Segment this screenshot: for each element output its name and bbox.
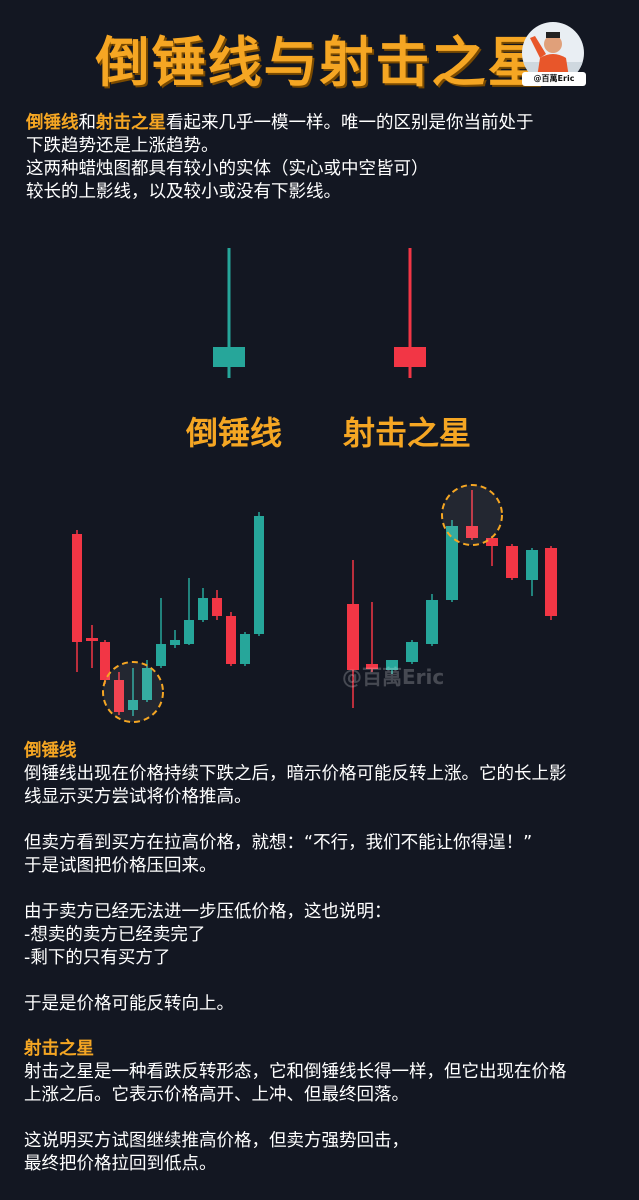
page-title: 倒锤线与射击之星 [95,31,544,94]
watermark: @百萬Eric [342,665,444,689]
label-inverted-hammer: 倒锤线 [186,414,283,452]
paragraph: 于是是价格可能反转向上。 [24,993,624,1016]
text-line: 射击之星是一种看跌反转形态，它和倒锤线长得一样，但它出现在价格 [24,1062,567,1082]
intro-text: 倒锤线和射击之星看起来几乎一模一样。唯一的区别是你当前处于 下跌趋势还是上涨趋势… [26,112,626,204]
inverted-hammer-highlight-circle [102,661,164,723]
text-line: 上涨之后。它表示价格高开、上冲、但最终回落。 [24,1085,409,1105]
intro-line-4: 较长的上影线，以及较小或没有下影线。 [26,182,341,202]
paragraph: 由于卖方已经无法进一步压低价格，这也说明： -想卖的卖方已经卖完了 -剩下的只有… [24,901,624,970]
section-heading: 射击之星 [24,1039,94,1059]
intro-highlight-shooting-star: 射击之星 [96,113,166,133]
intro-highlight-inverted-hammer: 倒锤线 [26,113,79,133]
label-shooting-star: 射击之星 [343,414,472,452]
inverted-hammer-candle [213,248,245,378]
text-line: 线显示买方尝试将价格推高。 [24,787,252,807]
intro-rest: 看起来几乎一模一样。唯一的区别是你当前处于 [166,113,534,133]
text-line: 由于卖方已经无法进一步压低价格，这也说明： [24,902,392,922]
text-line: 这说明买方试图继续推高价格，但卖方强势回击， [24,1131,409,1151]
text-line: 最终把价格拉回到低点。 [24,1154,217,1174]
shooting-star-candle [394,248,426,378]
intro-line-2: 下跌趋势还是上涨趋势。 [26,136,219,156]
text-line: -想卖的卖方已经卖完了 [24,925,206,945]
downtrend-chart [72,512,264,723]
shooting-star-highlight-circle [441,484,503,546]
text-line: 但卖方看到买方在拉高价格，就想：“不行，我们不能让你得逞！” [24,833,533,853]
text-line: 于是试图把价格压回来。 [24,856,217,876]
section-heading: 倒锤线 [24,741,77,761]
section-inverted-hammer: 倒锤线 倒锤线出现在价格持续下跌之后，暗示价格可能反转上涨。它的长上影 线显示买… [24,740,624,1039]
paragraph: 射击之星是一种看跌反转形态，它和倒锤线长得一样，但它出现在价格 上涨之后。它表示… [24,1061,624,1107]
avatar-tag: @百萬Eric [522,72,586,86]
intro-and: 和 [78,113,97,133]
paragraph: 但卖方看到买方在拉高价格，就想：“不行，我们不能让你得逞！” 于是试图把价格压回… [24,832,624,878]
text-line: -剩下的只有买方了 [24,948,171,968]
paragraph: 倒锤线出现在价格持续下跌之后，暗示价格可能反转上涨。它的长上影 线显示买方尝试将… [24,763,624,809]
text-line: 于是是价格可能反转向上。 [24,994,234,1014]
uptrend-chart [347,484,557,708]
intro-line-3: 这两种蜡烛图都具有较小的实体（实心或中空皆可） [26,159,429,179]
text-line: 倒锤线出现在价格持续下跌之后，暗示价格可能反转上涨。它的长上影 [24,764,567,784]
candlestick-illustrations: @百萬Eric [72,248,557,723]
paragraph: 这说明买方试图继续推高价格，但卖方强势回击， 最终把价格拉回到低点。 [24,1130,624,1176]
section-shooting-star: 射击之星 射击之星是一种看跌反转形态，它和倒锤线长得一样，但它出现在价格 上涨之… [24,1038,624,1199]
